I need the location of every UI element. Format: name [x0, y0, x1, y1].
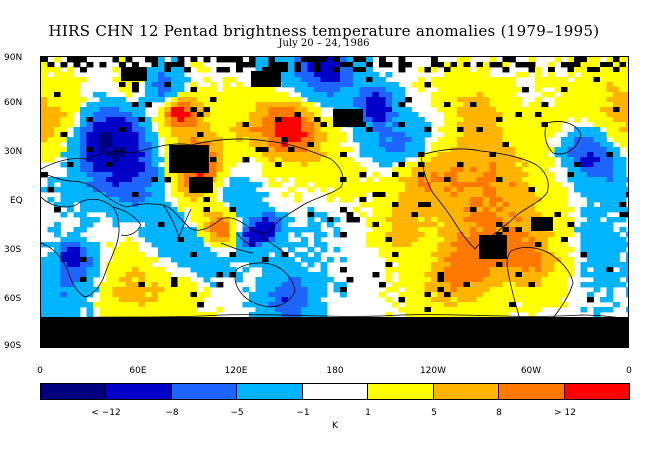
figure-subtitle: July 20 – 24, 1986 [278, 38, 370, 49]
coastline-north-america [420, 148, 549, 250]
coastline-arabia [112, 206, 142, 236]
colorbar [40, 383, 630, 400]
coastline-eurasia [41, 138, 344, 234]
colorbar-label: < −12 [91, 408, 121, 418]
coastline-india [162, 204, 192, 239]
colorbar-label: 1 [365, 408, 371, 418]
colorbar-swatch [237, 384, 303, 399]
colorbar-unit: K [332, 421, 338, 431]
colorbar-swatch [41, 384, 107, 399]
lat-label-60s: 60S [4, 294, 22, 304]
colorbar-label: > 12 [554, 408, 576, 418]
coastline-antarctica [41, 314, 628, 320]
lon-label-60w: 60W [520, 366, 542, 376]
colorbar-swatch [433, 384, 500, 399]
lon-label-120w: 120W [419, 366, 447, 376]
lat-label-60n: 60N [4, 98, 23, 108]
anomaly-field [41, 57, 628, 347]
coastline-australia [234, 262, 296, 308]
lat-label-30s: 30S [4, 245, 22, 255]
coastlines [41, 121, 628, 347]
lon-label-120e: 120E [224, 366, 248, 376]
lat-label-eq: EQ [10, 196, 23, 206]
lat-label-90s: 90S [4, 341, 22, 351]
figure-title: HIRS CHN 12 Pentad brightness temperatur… [48, 22, 600, 40]
coastline-africa [41, 196, 120, 298]
colorbar-label: 5 [431, 408, 437, 418]
lon-label-180: 180 [326, 366, 344, 376]
lon-label-0-right: 0 [626, 366, 632, 376]
coastline-south-america [506, 247, 574, 347]
colorbar-label: 8 [496, 408, 502, 418]
colorbar-label: −1 [296, 408, 310, 418]
anomaly-map [40, 56, 629, 348]
colorbar-swatch [106, 384, 172, 399]
colorbar-label: −8 [165, 408, 179, 418]
colorbar-label: −5 [230, 408, 244, 418]
colorbar-swatch [499, 384, 565, 399]
lon-label-0: 0 [37, 366, 43, 376]
coastline-indonesia [220, 232, 286, 254]
coastline-greenland [544, 121, 582, 155]
colorbar-swatch [368, 384, 434, 399]
lon-label-60e: 60E [129, 366, 147, 376]
colorbar-swatch [564, 384, 629, 399]
anomaly-cells [41, 57, 628, 347]
lat-label-90n: 90N [4, 53, 23, 63]
colorbar-swatch [302, 384, 369, 399]
colorbar-swatch [171, 384, 238, 399]
lat-label-30n: 30N [4, 147, 23, 157]
